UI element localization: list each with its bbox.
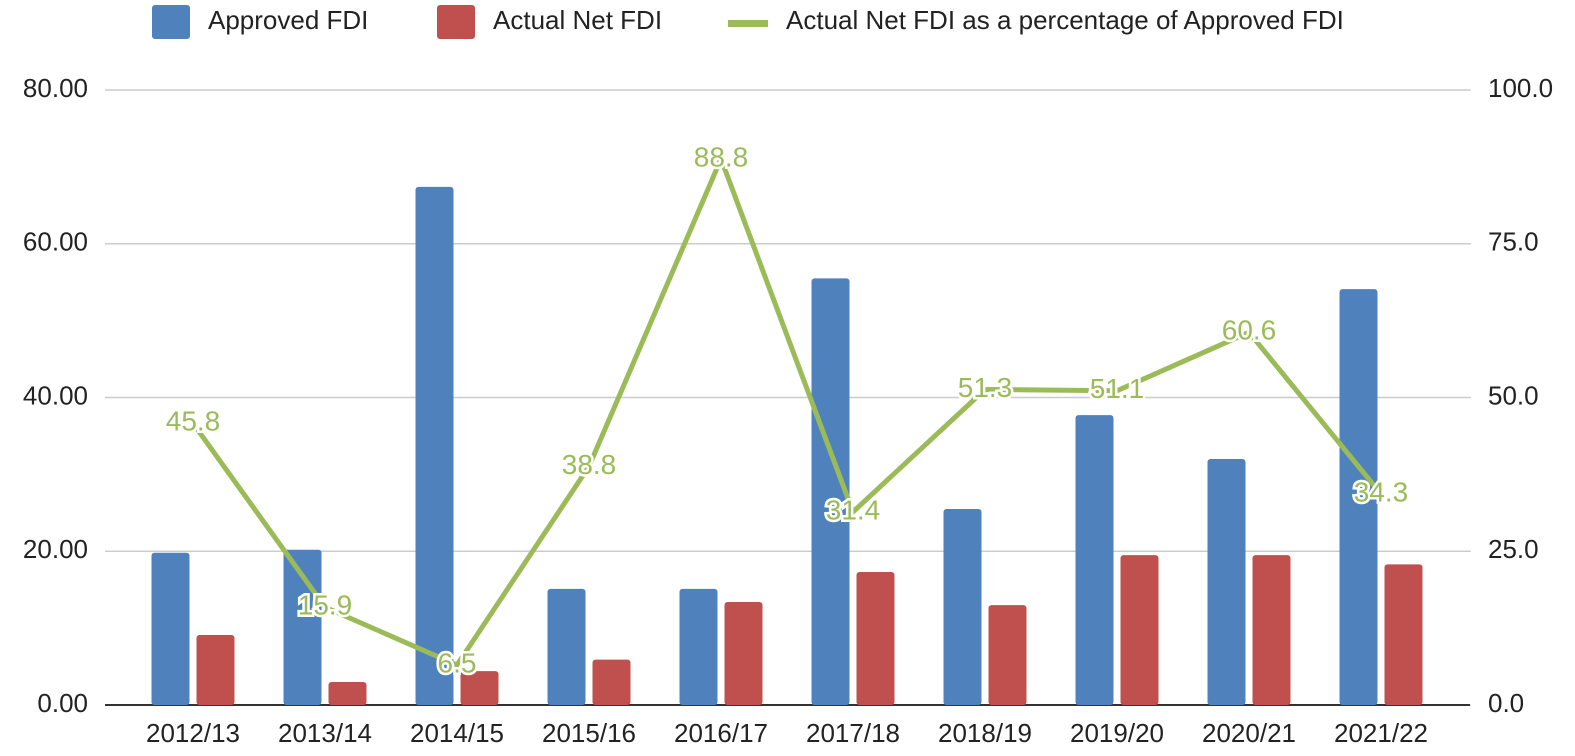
bar [1075, 415, 1114, 705]
y2-tick-label: 100.0 [1488, 73, 1553, 103]
data-label: 31.4 [826, 494, 881, 525]
bar [724, 601, 763, 705]
line [190, 156, 1383, 668]
y-tick-label: 60.00 [23, 227, 88, 257]
x-tick-label: 2019/20 [1070, 718, 1164, 748]
legend-label: Actual Net FDI as a percentage of Approv… [786, 5, 1344, 35]
bar [196, 635, 235, 705]
legend-label: Approved FDI [208, 5, 368, 35]
data-label: 15.9 [298, 590, 353, 621]
y2-tick-label: 0.0 [1488, 688, 1524, 718]
y2-tick-label: 50.0 [1488, 380, 1539, 410]
bar [856, 572, 895, 705]
bar [943, 508, 982, 705]
bar [811, 278, 850, 705]
bar [1252, 555, 1291, 705]
legend-swatch [152, 5, 190, 39]
x-tick-label: 2016/17 [674, 718, 768, 748]
x-tick-label: 2021/22 [1334, 718, 1428, 748]
y2-tick-label: 25.0 [1488, 534, 1539, 564]
data-label: 51.3 [958, 372, 1013, 403]
bar [547, 588, 586, 705]
data-label: 60.6 [1222, 315, 1277, 346]
bar [151, 552, 190, 705]
bar [1207, 459, 1246, 705]
y-tick-label: 40.00 [23, 380, 88, 410]
y2-tick-label: 75.0 [1488, 227, 1539, 257]
legend-swatch [728, 20, 768, 27]
x-tick-label: 2017/18 [806, 718, 900, 748]
y-tick-label: 0.00 [37, 688, 88, 718]
data-label: 34.3 [1354, 476, 1409, 507]
bar [415, 186, 454, 706]
bar [328, 681, 367, 705]
bar [1339, 289, 1378, 705]
bar [592, 659, 631, 705]
x-tick-label: 2015/16 [542, 718, 636, 748]
y-tick-label: 80.00 [23, 73, 88, 103]
x-tick-label: 2020/21 [1202, 718, 1296, 748]
legend-label: Actual Net FDI [493, 5, 662, 35]
legend-swatch [437, 5, 475, 39]
data-label: 45.8 [166, 406, 221, 437]
x-tick-label: 2018/19 [938, 718, 1032, 748]
x-tick-label: 2012/13 [146, 718, 240, 748]
bar [679, 588, 718, 705]
bar [460, 671, 499, 705]
data-label: 88.8 [694, 141, 749, 172]
y-tick-label: 20.00 [23, 534, 88, 564]
x-tick-label: 2013/14 [278, 718, 372, 748]
data-label: 51.1 [1090, 373, 1145, 404]
bar [1120, 555, 1159, 705]
data-label: 38.8 [562, 449, 617, 480]
data-label: 6.5 [438, 647, 477, 678]
bar [988, 605, 1027, 705]
x-tick-label: 2014/15 [410, 718, 504, 748]
bar [1384, 564, 1423, 705]
